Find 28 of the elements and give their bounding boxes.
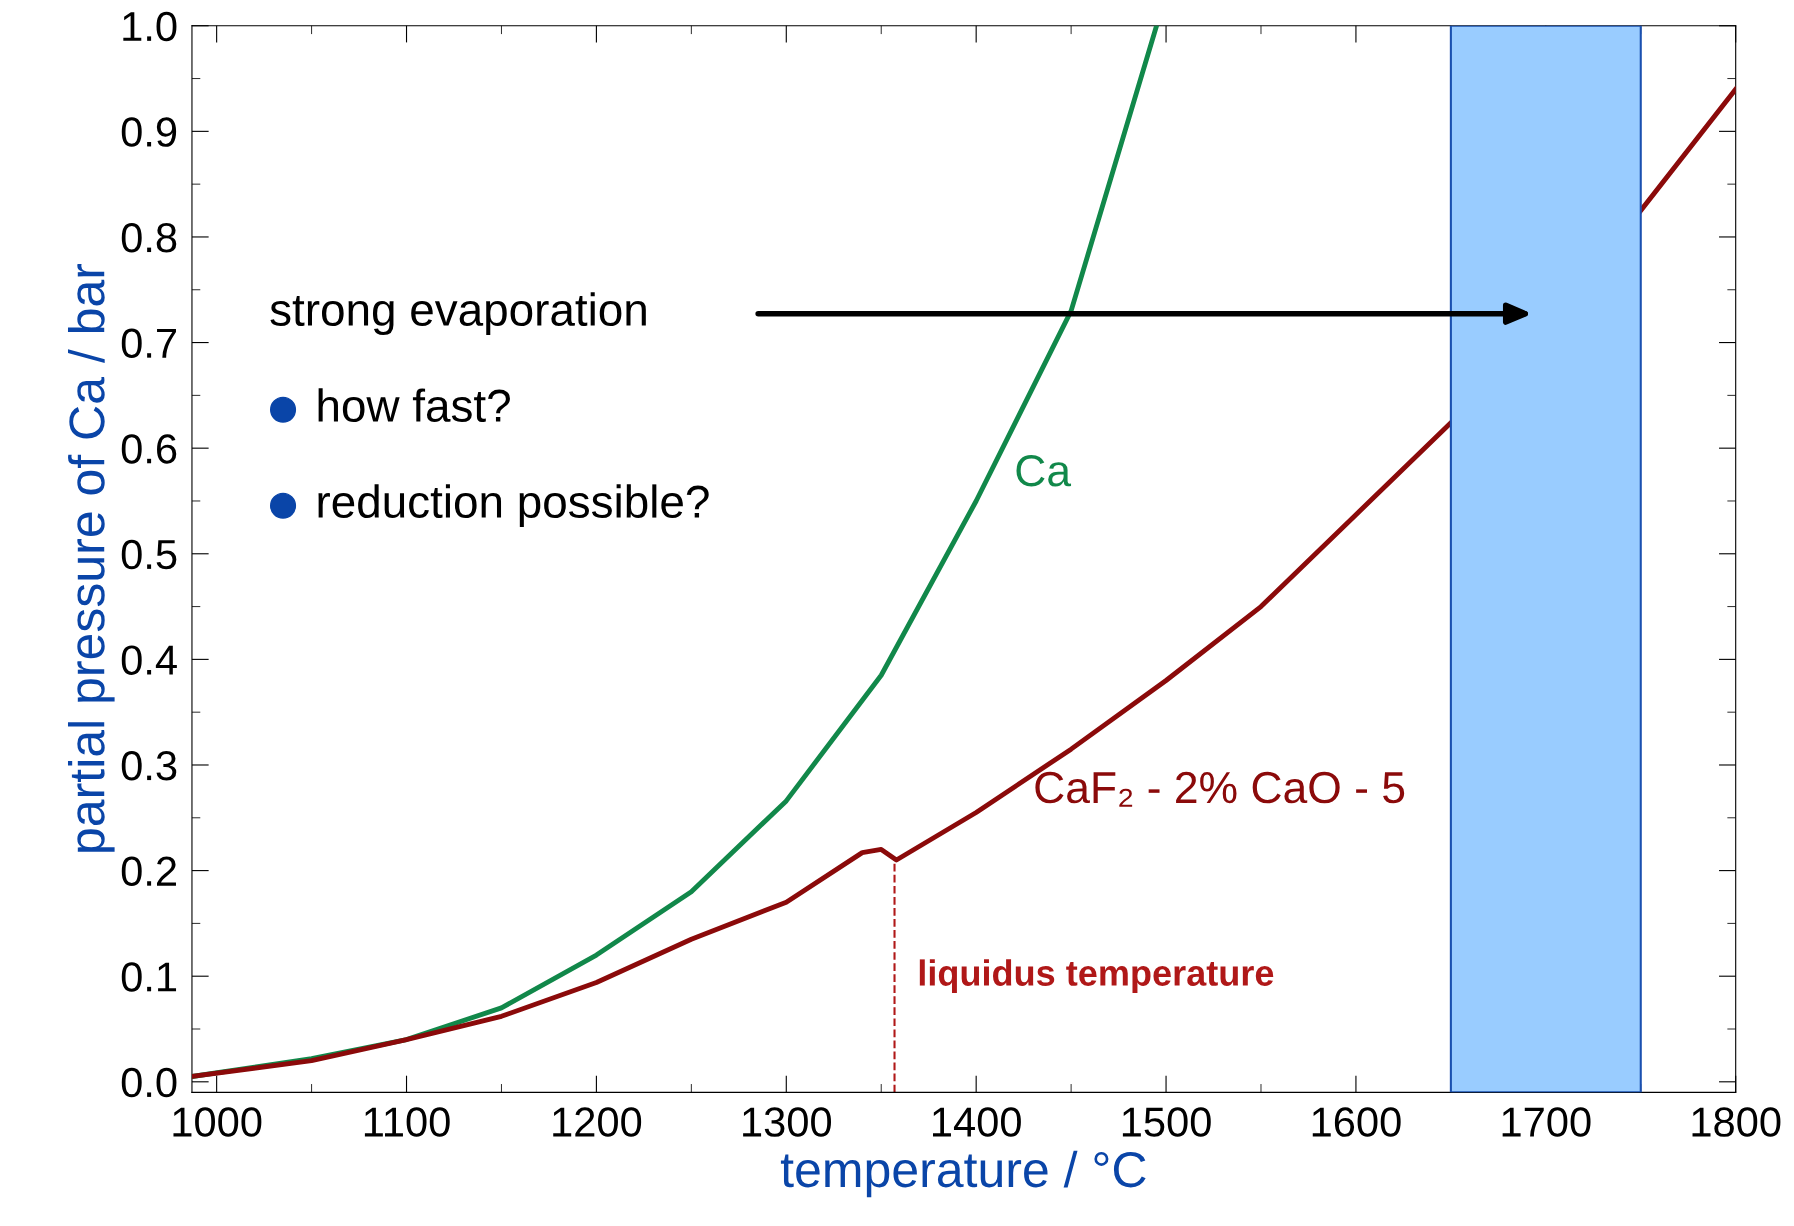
series-label: Ca	[1016, 455, 1072, 487]
x-tick-label: 1400	[933, 1107, 1021, 1137]
y-tick-label: 0.8	[121, 222, 177, 253]
x-tick-label: 1500	[1122, 1107, 1211, 1137]
x-tick-label: 1300	[743, 1107, 832, 1137]
series-label: CaF₂ - 2% CaO - 5	[1035, 771, 1405, 807]
y-tick-label: 0.6	[121, 434, 177, 464]
y-tick-label: 0.7	[121, 328, 176, 359]
annotation: reduction possible?	[318, 484, 709, 528]
annotation: strong evaporation	[270, 292, 646, 336]
y-axis-title: partial pressure of Ca / bar	[67, 263, 115, 852]
ref-line-label: liquidus temperature	[919, 959, 1274, 994]
y-tick-label: 0.2	[121, 856, 176, 887]
x-tick-label: 1200	[553, 1107, 642, 1137]
y-tick-label: 0.0	[121, 1067, 177, 1098]
x-tick-label: 1800	[1692, 1107, 1781, 1137]
x-tick-label: 1000	[173, 1107, 262, 1137]
x-tick-label: 1100	[364, 1107, 450, 1137]
y-tick-label: 0.9	[121, 117, 177, 147]
y-tick-label: 1.0	[123, 11, 177, 42]
y-tick-label: 0.5	[121, 539, 177, 570]
y-tick-label: 0.3	[121, 750, 177, 781]
x-axis-title: temperature / °C	[780, 1150, 1146, 1198]
y-tick-label: 0.4	[121, 645, 177, 675]
x-tick-label: 1700	[1502, 1107, 1591, 1137]
x-tick-label: 1600	[1312, 1107, 1401, 1137]
y-tick-label: 0.1	[121, 962, 177, 992]
annotation: how fast?	[318, 388, 510, 423]
